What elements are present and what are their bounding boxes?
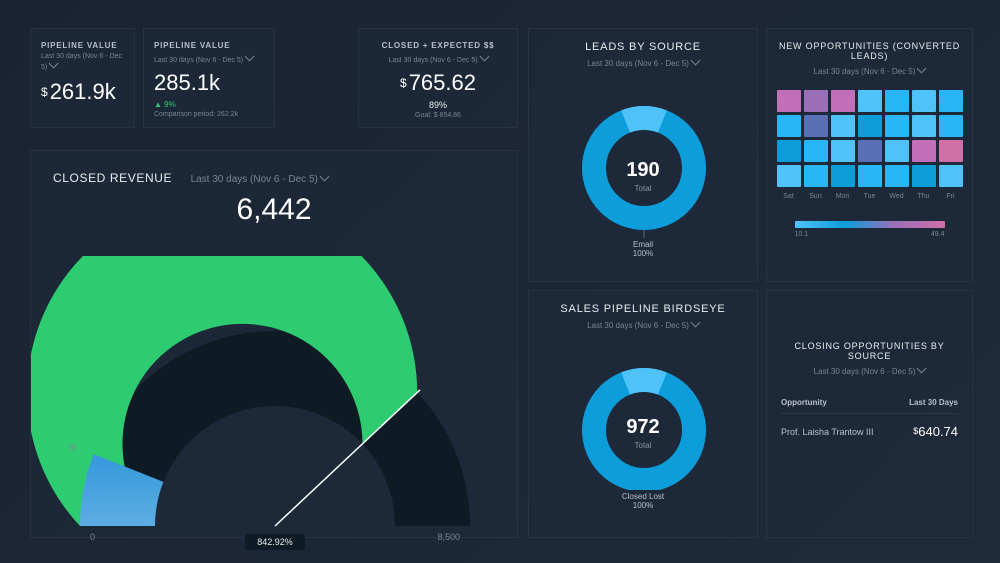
chevron-down-icon <box>690 56 700 66</box>
heatmap-day-label: Sat <box>777 193 801 200</box>
heatmap-day-label: Thu <box>912 193 936 200</box>
heatmap-cell[interactable] <box>804 165 828 187</box>
heatmap-cell[interactable] <box>831 90 855 112</box>
heatmap-cell[interactable] <box>939 115 963 137</box>
chevron-down-icon <box>917 364 927 374</box>
svg-text:0: 0 <box>90 532 95 542</box>
heatmap-cell[interactable] <box>831 140 855 162</box>
heatmap-legend: 10.149.4 <box>795 221 945 238</box>
donut-value: 190 <box>529 159 757 182</box>
panel-closed-revenue: CLOSED REVENUE Last 30 days (Nov 6 - Dec… <box>30 150 518 538</box>
heatmap-cell[interactable] <box>831 115 855 137</box>
donut-footer: Closed Lost 100% <box>529 492 757 510</box>
panel-leads-by-source: LEADS BY SOURCE Last 30 days (Nov 6 - De… <box>528 28 758 282</box>
heatmap-day-label: Wed <box>885 193 909 200</box>
svg-text:8,500: 8,500 <box>437 532 460 542</box>
svg-text:76: 76 <box>67 444 76 453</box>
row-name: Prof. Laisha Trantow III <box>781 427 874 437</box>
heatmap-cell[interactable] <box>912 165 936 187</box>
gauge-chart: 0 8,500 76 842.92% <box>31 256 519 556</box>
heatmap-cell[interactable] <box>912 140 936 162</box>
table-row[interactable]: Prof. Laisha Trantow III $640.74 <box>781 424 958 439</box>
heatmap-cell[interactable] <box>777 165 801 187</box>
panel-daterange[interactable]: Last 30 days (Nov 6 - Dec 5) <box>767 65 972 76</box>
heatmap-cell[interactable] <box>939 165 963 187</box>
chevron-down-icon <box>49 59 59 69</box>
kpi-value: $261.9k <box>41 79 124 105</box>
kpi-value: 285.1k <box>154 70 264 96</box>
kpi-card-closed-expected: CLOSED + EXPECTED $$ Last 30 days (Nov 6… <box>358 28 518 128</box>
panel-new-opportunities: NEW OPPORTUNITIES (CONVERTED LEADS) Last… <box>766 28 973 282</box>
chevron-down-icon <box>319 172 329 182</box>
kpi-label: PIPELINE VALUE <box>154 41 264 50</box>
heatmap-cell[interactable] <box>885 165 909 187</box>
panel-sales-pipeline: SALES PIPELINE BIRDSEYE Last 30 days (No… <box>528 290 758 538</box>
svg-text:842.92%: 842.92% <box>257 537 293 547</box>
heatmap-cell[interactable] <box>885 115 909 137</box>
heatmap <box>777 90 963 190</box>
panel-daterange[interactable]: Last 30 days (Nov 6 - Dec 5) <box>529 57 757 68</box>
closed-revenue-value: 6,442 <box>31 193 517 227</box>
donut-chart <box>529 330 759 490</box>
kpi-card-pipeline-value-2: PIPELINE VALUE Last 30 days (Nov 6 - Dec… <box>143 28 275 128</box>
row-value: $640.74 <box>913 424 958 439</box>
heatmap-cell[interactable] <box>804 115 828 137</box>
kpi-value: $765.62 <box>373 70 503 96</box>
kpi-card-pipeline-value-1: PIPELINE VALUE Last 30 days (Nov 6 - Dec… <box>30 28 135 128</box>
heatmap-cell[interactable] <box>804 140 828 162</box>
panel-title: CLOSING OPPORTUNITIES BY SOURCE <box>781 341 958 361</box>
heatmap-day-label: Sun <box>804 193 828 200</box>
heatmap-cell[interactable] <box>777 140 801 162</box>
kpi-delta: ▲ 9% <box>154 100 264 109</box>
kpi-daterange[interactable]: Last 30 days (Nov 6 - Dec 5) <box>373 53 503 64</box>
donut-label: Total <box>529 441 757 450</box>
donut-label: Total <box>529 184 757 193</box>
heatmap-day-label: Tue <box>858 193 882 200</box>
heatmap-cell[interactable] <box>804 90 828 112</box>
heatmap-cell[interactable] <box>777 115 801 137</box>
donut-value: 972 <box>529 416 757 439</box>
panel-title: LEADS BY SOURCE <box>529 41 757 53</box>
heatmap-cell[interactable] <box>777 90 801 112</box>
panel-daterange[interactable]: Last 30 days (Nov 6 - Dec 5) <box>529 319 757 330</box>
chevron-down-icon <box>479 52 489 62</box>
kpi-label: CLOSED + EXPECTED $$ <box>373 41 503 50</box>
chevron-down-icon <box>245 52 255 62</box>
chevron-down-icon <box>690 318 700 328</box>
heatmap-cell[interactable] <box>858 115 882 137</box>
panel-title: NEW OPPORTUNITIES (CONVERTED LEADS) <box>767 41 972 61</box>
heatmap-axis: SatSunMonTueWedThuFri <box>777 193 963 205</box>
panel-title: CLOSED REVENUE <box>53 171 172 185</box>
heatmap-cell[interactable] <box>831 165 855 187</box>
kpi-goal: Goal: $ 854.86 <box>373 112 503 119</box>
donut-footer: Email 100% <box>529 240 757 258</box>
heatmap-day-label: Mon <box>831 193 855 200</box>
heatmap-cell[interactable] <box>912 115 936 137</box>
kpi-percent: 89% <box>373 100 503 110</box>
heatmap-cell[interactable] <box>939 90 963 112</box>
chevron-down-icon <box>917 64 927 74</box>
heatmap-cell[interactable] <box>858 90 882 112</box>
heatmap-day-label: Fri <box>939 193 963 200</box>
kpi-daterange[interactable]: Last 30 days (Nov 6 - Dec 5) <box>154 53 264 64</box>
panel-daterange[interactable]: Last 30 days (Nov 6 - Dec 5) <box>781 365 958 376</box>
heatmap-cell[interactable] <box>885 140 909 162</box>
kpi-comparison: Comparison period: 262.2k <box>154 111 264 118</box>
panel-closing-opportunities: CLOSING OPPORTUNITIES BY SOURCE Last 30 … <box>766 290 973 538</box>
panel-daterange[interactable]: Last 30 days (Nov 6 - Dec 5) <box>191 174 328 185</box>
heatmap-cell[interactable] <box>912 90 936 112</box>
heatmap-cell[interactable] <box>858 165 882 187</box>
kpi-daterange[interactable]: Last 30 days (Nov 6 - Dec 5) <box>41 53 124 71</box>
table-header: OpportunityLast 30 Days <box>781 398 958 414</box>
heatmap-cell[interactable] <box>885 90 909 112</box>
kpi-label: PIPELINE VALUE <box>41 41 124 50</box>
heatmap-cell[interactable] <box>939 140 963 162</box>
donut-chart <box>529 68 759 238</box>
panel-title: SALES PIPELINE BIRDSEYE <box>529 303 757 315</box>
heatmap-cell[interactable] <box>858 140 882 162</box>
